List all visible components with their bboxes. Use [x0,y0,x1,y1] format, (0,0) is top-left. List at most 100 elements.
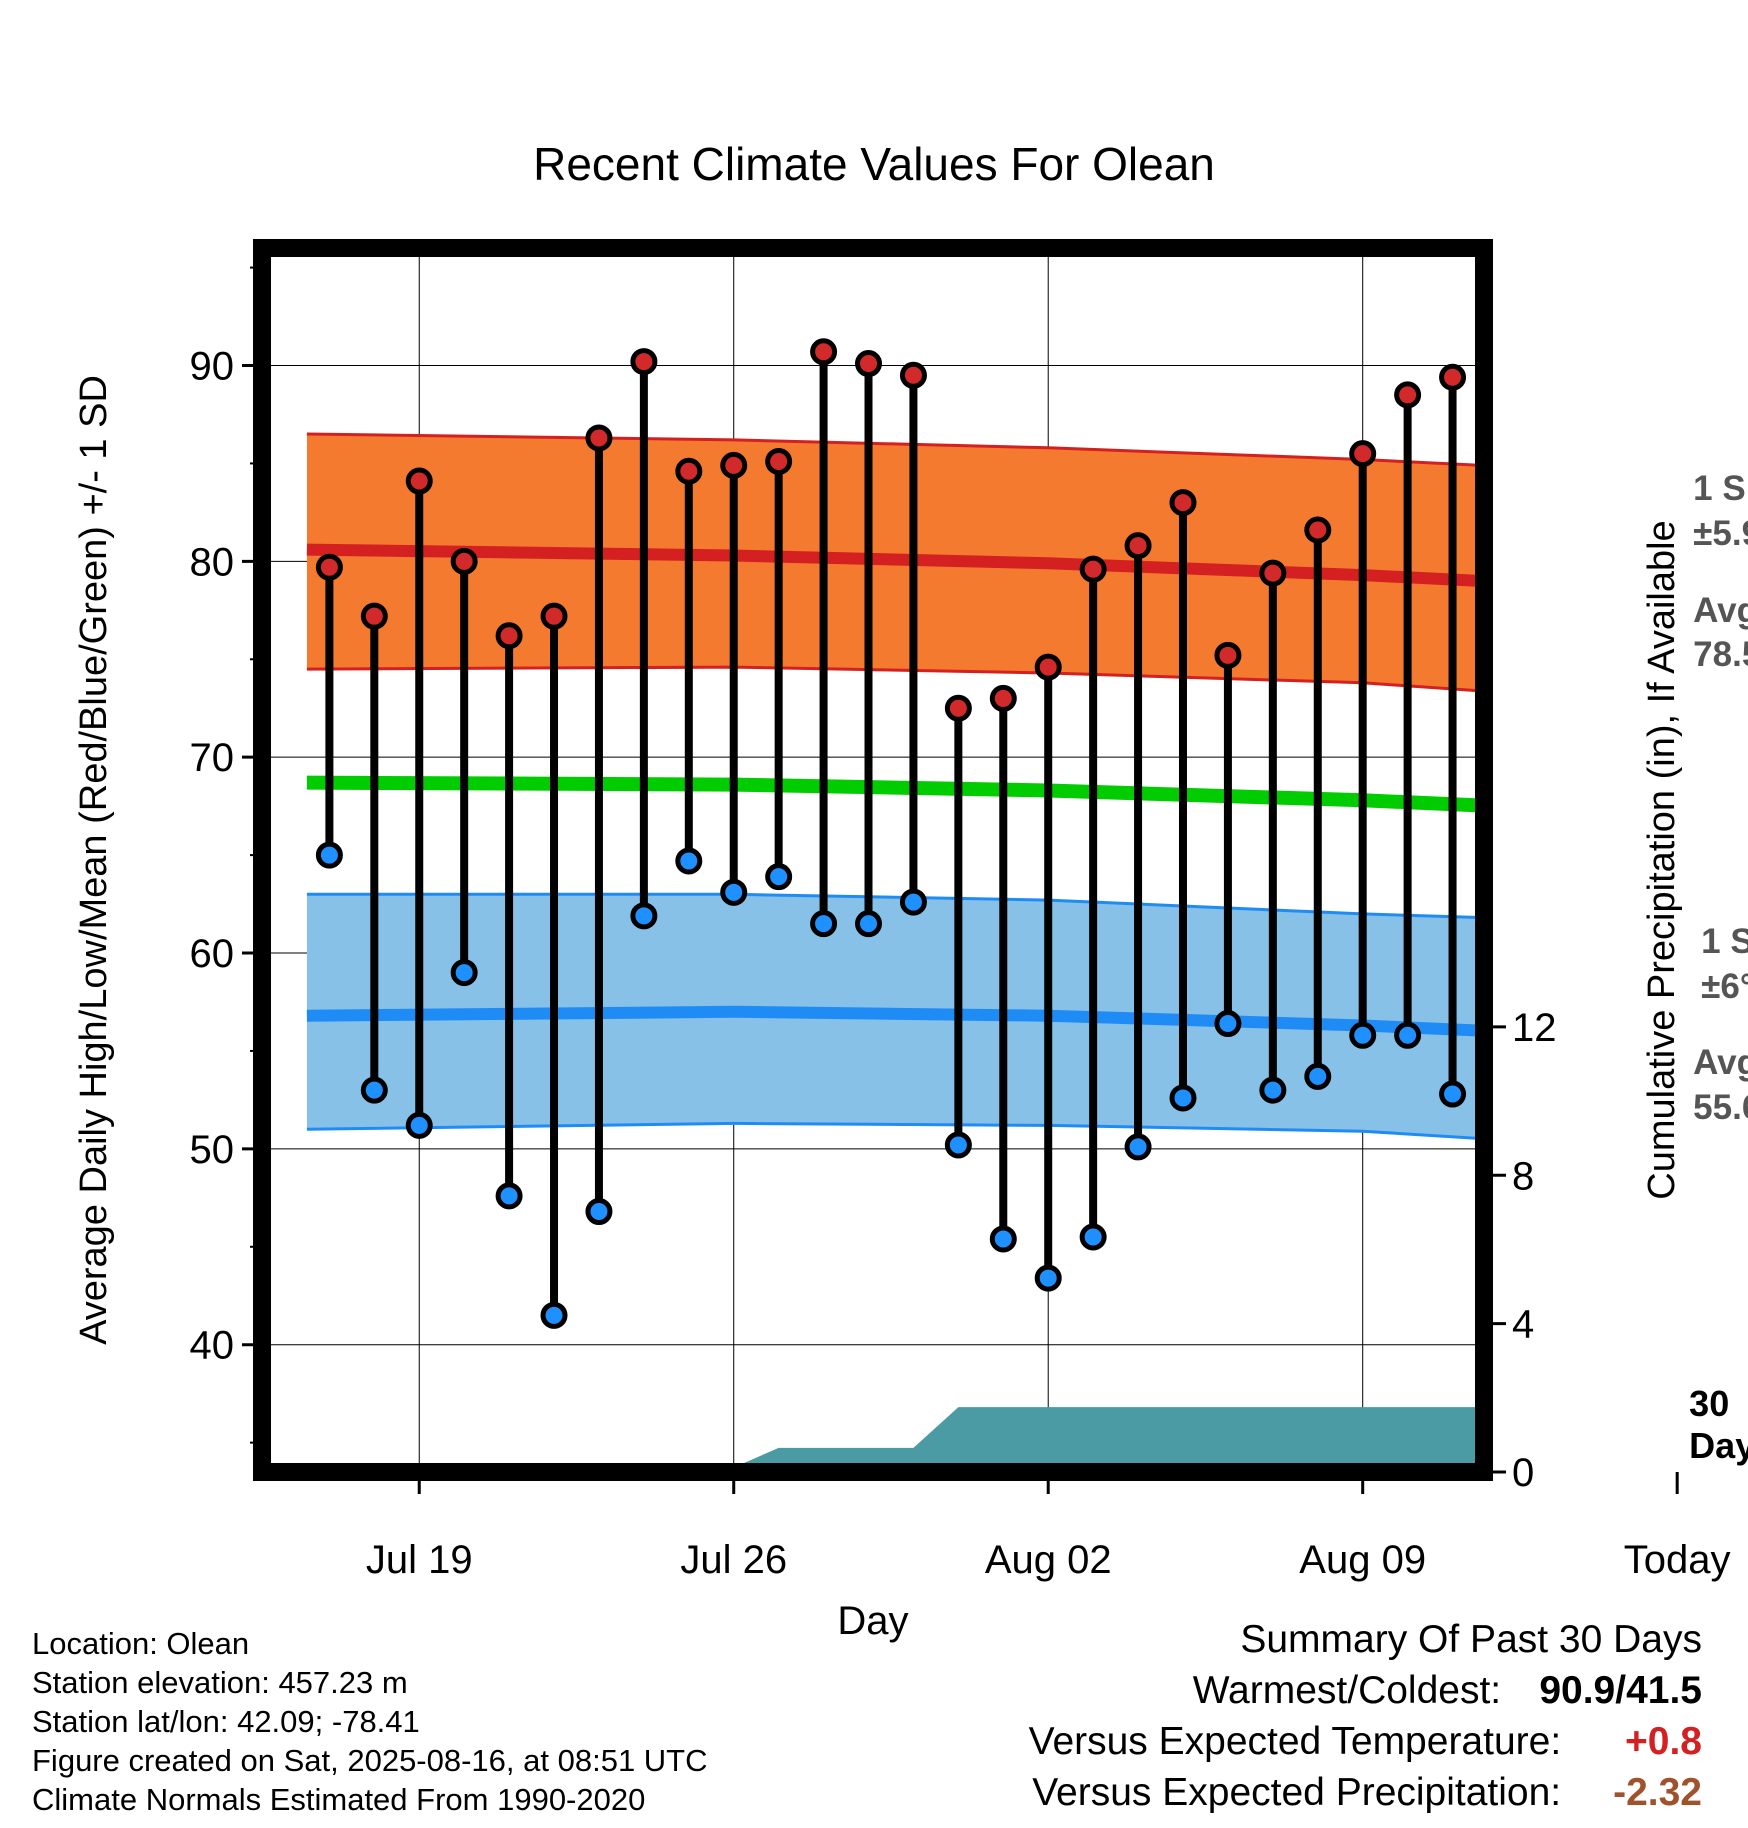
normals-text: Climate Normals Estimated From 1990-2020 [32,1782,646,1817]
daily-high-point [1169,489,1197,517]
y2-tick-label: 0 [1512,1451,1534,1495]
daily-high-point [1349,440,1377,468]
normal-mean-line [306,775,1484,813]
normal-low-lower-edge [306,1121,1484,1141]
daily-low-point [540,1301,568,1329]
daily-high-point [675,457,703,485]
daily-high-point [1079,555,1107,583]
y2-tick-label: 12 [1512,1006,1557,1050]
daily-high-point [899,361,927,389]
daily-low-point [1079,1223,1107,1251]
daily-low-point [1259,1076,1287,1104]
latlon-text: Station lat/lon: 42.09; -78.41 [32,1704,420,1739]
days-count-label: 30 [1689,1383,1729,1424]
daily-low-point [1621,1087,1643,1109]
x-tick-label: Aug 02 [985,1538,1112,1582]
warm-cold-value: 90.9/41.5 [1539,1669,1702,1712]
daily-low-point [1439,1080,1467,1108]
daily-low-point [585,1198,613,1226]
daily-high-point [315,553,343,581]
x-tick-label: Today [1624,1538,1731,1582]
summary-panel: Summary Of Past 30 Days Warmest/Coldest:… [1029,1614,1702,1818]
normal-low-avg-line [306,1005,1484,1037]
normal-high-upper-edge [306,432,1484,468]
y2-tick-label: 4 [1512,1303,1534,1347]
station-info: Location: Olean Station elevation: 457.2… [32,1624,708,1819]
x-axis-label: Day [837,1599,908,1643]
daily-low-point [1124,1133,1152,1161]
high-sd-label: 1 SD: [1693,469,1748,508]
daily-high-point [1124,532,1152,560]
elevation-text: Station elevation: 457.23 m [32,1665,408,1700]
summary-precip: Versus Expected Precipitation: -2.32 [1029,1767,1702,1818]
location-text: Location: Olean [32,1626,250,1661]
daily-high-point [450,547,478,575]
daily-low-point [675,847,703,875]
daily-high-point [630,348,658,376]
daily-high-point [720,451,748,479]
daily-low-point [1394,1021,1422,1049]
summary-temp: Versus Expected Temperature: +0.8 [1029,1716,1702,1767]
y-tick-label: 40 [190,1324,235,1368]
high-avg-label: Avg: [1693,591,1748,630]
daily-high-point [585,424,613,452]
daily-high-point [1034,653,1062,681]
daily-high-point [1394,381,1422,409]
daily-high-point [1439,363,1467,391]
daily-high-point [944,694,972,722]
daily-low-point [630,902,658,930]
daily-high-point [1214,641,1242,669]
warm-cold-label: Warmest/Coldest: [1192,1669,1502,1712]
plot-frame [253,239,1493,1481]
precip-value: -2.32 [1613,1771,1702,1814]
daily-low-point [405,1111,433,1139]
daily-low-point [810,910,838,938]
daily-high-point [360,602,388,630]
y2-axis-label: Cumulative Precipitation (in), If Availa… [1641,520,1683,1199]
daily-high-point [765,447,793,475]
daily-low-point [1531,885,1553,907]
daily-high-point [1259,559,1287,587]
daily-high-point [495,622,523,650]
daily-low-point [315,841,343,869]
days-unit-label: Days [1689,1425,1748,1466]
x-tick-label: Jul 26 [680,1538,787,1582]
daily-low-point [1169,1084,1197,1112]
daily-high-point [989,684,1017,712]
precip-label: Versus Expected Precipitation: [1032,1771,1562,1814]
temp-value: +0.8 [1625,1720,1702,1763]
daily-low-point [765,863,793,891]
summary-warm-cold: Warmest/Coldest: 90.9/41.5 [1029,1665,1702,1716]
daily-low-point [720,878,748,906]
daily-high-point [810,338,838,366]
daily-high-point [540,602,568,630]
daily-low-point [1034,1264,1062,1292]
created-text: Figure created on Sat, 2025-08-16, at 08… [32,1743,708,1778]
daily-low-point [360,1076,388,1104]
daily-low-point [1214,1010,1242,1038]
low-sd-value: ±6°F [1701,967,1748,1006]
y-tick-label: 90 [190,345,235,389]
normal-high-avg-line [306,543,1484,588]
low-sd-label: 1 SD: [1701,922,1748,961]
normal-high-band [306,434,1484,692]
precip-area [459,1407,1484,1472]
daily-high-point [855,350,883,378]
y-tick-label: 80 [190,540,235,584]
daily-high-point [1621,398,1643,420]
summary-title: Summary Of Past 30 Days [1240,1618,1702,1661]
daily-low-point [899,888,927,916]
normal-high-lower-edge [306,665,1484,693]
daily-low-point [989,1225,1017,1253]
normal-low-upper-edge [306,892,1484,920]
daily-low-point [495,1182,523,1210]
y-tick-label: 70 [190,736,235,780]
daily-low-point [1576,1003,1598,1025]
high-avg-value: 78.5°F [1693,635,1748,674]
daily-high-point [1531,460,1553,482]
x-tick-label: Aug 09 [1299,1538,1426,1582]
daily-low-point [1349,1021,1377,1049]
x-tick-label: Jul 19 [366,1538,473,1582]
daily-low-point [855,910,883,938]
